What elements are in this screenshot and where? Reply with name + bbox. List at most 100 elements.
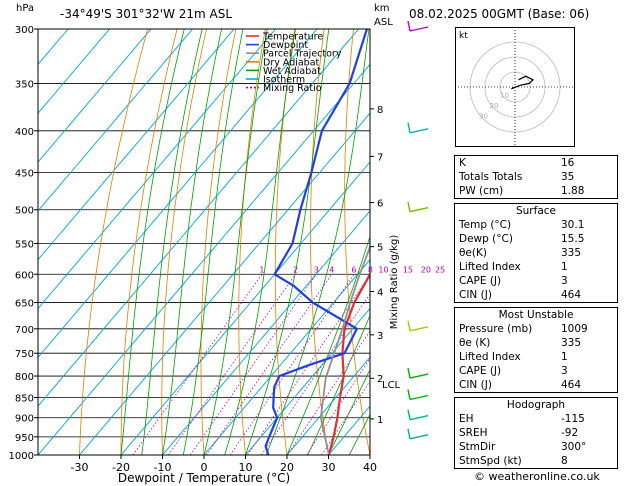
- pressure-tick-label: 800: [15, 372, 34, 383]
- isotherm-line: [38, 29, 235, 261]
- location-title: -34°49'S 301°32'W 21m ASL: [60, 7, 233, 21]
- mixing-ratio-label: 6: [351, 265, 356, 274]
- stats-panel: K 16 Totals Totals 35 PW (cm) 1.88 Surface …: [454, 155, 618, 473]
- mixing-ratio-line: [306, 357, 370, 455]
- dry-adiabat-line: [120, 29, 178, 455]
- mixing-ratio-label: 25: [435, 265, 445, 274]
- hodograph-row: EH -115: [459, 413, 585, 425]
- surface-row: Dewp (°C) 15.5: [459, 233, 585, 245]
- dry-adiabat-line: [200, 29, 237, 455]
- temperature-tick-label: 40: [363, 461, 377, 474]
- dry-adiabat-line: [79, 29, 148, 455]
- wind-barb: [409, 373, 429, 379]
- wind-barb: [409, 207, 429, 213]
- hodograph-unit-label: kt: [459, 31, 468, 41]
- index-row: Totals Totals 35: [459, 171, 575, 183]
- km-tick-label: 2: [377, 374, 383, 385]
- pressure-tick-label: 350: [15, 80, 34, 91]
- mixing-ratio-label: 8: [368, 265, 373, 274]
- km-tick-label: 1: [377, 415, 383, 426]
- hodograph-row: SREH -92: [459, 427, 579, 439]
- isotherm-line: [328, 405, 370, 455]
- mixing-ratio-label: 2: [293, 265, 298, 274]
- wet-adiabat-line: [328, 368, 370, 455]
- pressure-tick-label: 850: [15, 393, 34, 404]
- dry-adiabat-line: [410, 29, 453, 455]
- wet-adiabat-line: [120, 29, 185, 455]
- wet-adiabat-line: [307, 314, 370, 455]
- wind-barb: [409, 26, 429, 32]
- isotherm-line: [162, 210, 370, 455]
- mixing-ratio-label: 15: [403, 265, 413, 274]
- km-tick-label: 6: [377, 199, 383, 210]
- mixing-ratio-line: [206, 274, 332, 455]
- surface-row: CAPE (J) 3: [459, 275, 568, 287]
- isotherm-line: [38, 29, 193, 212]
- surface-row: Temp (°C) 30.1: [459, 219, 585, 231]
- legend-label: Mixing Ratio: [263, 83, 322, 94]
- most-unstable-row: Pressure (mb) 1009: [459, 323, 588, 335]
- legend-label: Temperature: [262, 32, 323, 43]
- pressure-tick-label: 650: [15, 299, 34, 310]
- x-axis-title: Dewpoint / Temperature (°C): [118, 471, 290, 485]
- indices-table: K 16 Totals Totals 35 PW (cm) 1.88: [454, 155, 618, 199]
- lcl-label: LCL: [382, 380, 401, 391]
- wind-barb: [409, 394, 429, 401]
- temperature-tick-label: -20: [112, 461, 130, 474]
- dry-adiabat-line: [238, 29, 266, 455]
- legend-label: Dewpoint: [263, 40, 308, 51]
- mixing-ratio-label: 20: [421, 265, 431, 274]
- pressure-tick-label: 700: [15, 325, 34, 336]
- wind-barb: [409, 415, 429, 421]
- mixing-ratio-line: [168, 274, 296, 455]
- wet-adiabat-line: [265, 29, 370, 455]
- hodograph-ring-label: 20: [490, 102, 499, 110]
- isotherm-line: [120, 161, 370, 455]
- pressure-tick-label: 950: [15, 433, 34, 444]
- wet-adiabat-line: [286, 235, 370, 455]
- temperature-tick-label: -10: [154, 461, 172, 474]
- isotherm-line: [38, 29, 152, 163]
- mixing-ratio-label: 1: [259, 265, 264, 274]
- pressure-tick-label: 400: [15, 127, 34, 138]
- surface-title: Surface: [515, 205, 556, 217]
- datetime-title: 08.02.2025 00GMT (Base: 06): [409, 7, 590, 21]
- wind-barb-flag: [407, 367, 411, 379]
- km-unit-label: km: [374, 3, 390, 14]
- isotherm-line: [79, 112, 370, 455]
- isotherm-line: [286, 356, 370, 455]
- isotherm-line: [38, 29, 318, 359]
- most-unstable-row: θe (K) 335: [459, 337, 582, 349]
- most-unstable-row: CAPE (J) 3: [459, 365, 568, 377]
- surface-row: θe(K) 335: [459, 247, 582, 259]
- hodograph-table: Hodograph EH -115 SREH -92 StmDir 300° StmS…: [454, 397, 618, 469]
- wind-barb-flag: [407, 389, 411, 400]
- hodograph-title: Hodograph: [506, 399, 566, 411]
- dry-adiabat-line: [161, 29, 207, 455]
- credit-link[interactable]: © weatheronline.co.uk: [474, 470, 600, 483]
- legend-label: Wet Adiabat: [263, 66, 321, 77]
- pressure-tick-label: 450: [15, 168, 34, 179]
- legend-label: Parcel Trajectory: [263, 49, 342, 60]
- isotherm-line: [203, 259, 370, 455]
- hodograph-ring-label: 10: [500, 92, 509, 100]
- mixing-ratio-line: [132, 274, 263, 455]
- hodograph-row: StmSpd (kt) 8: [459, 455, 568, 467]
- mixing-ratio-label: 10: [378, 265, 388, 274]
- temperature-tick-label: -30: [71, 461, 89, 474]
- isotherm-line: [38, 63, 370, 455]
- legend-label: Isotherm: [263, 75, 305, 86]
- asl-unit-label: ASL: [374, 17, 393, 28]
- wind-barb-flag: [407, 122, 411, 133]
- pressure-tick-label: 600: [15, 270, 34, 281]
- dry-adiabat-line: [618, 29, 629, 455]
- hodograph-ring-label: 30: [479, 113, 488, 121]
- pressure-tick-label: 1000: [9, 451, 34, 462]
- temperature-tick-label: 10: [239, 461, 253, 474]
- isotherm-line: [38, 29, 69, 66]
- pressure-tick-label: 900: [15, 414, 34, 425]
- wind-barb: [409, 434, 429, 440]
